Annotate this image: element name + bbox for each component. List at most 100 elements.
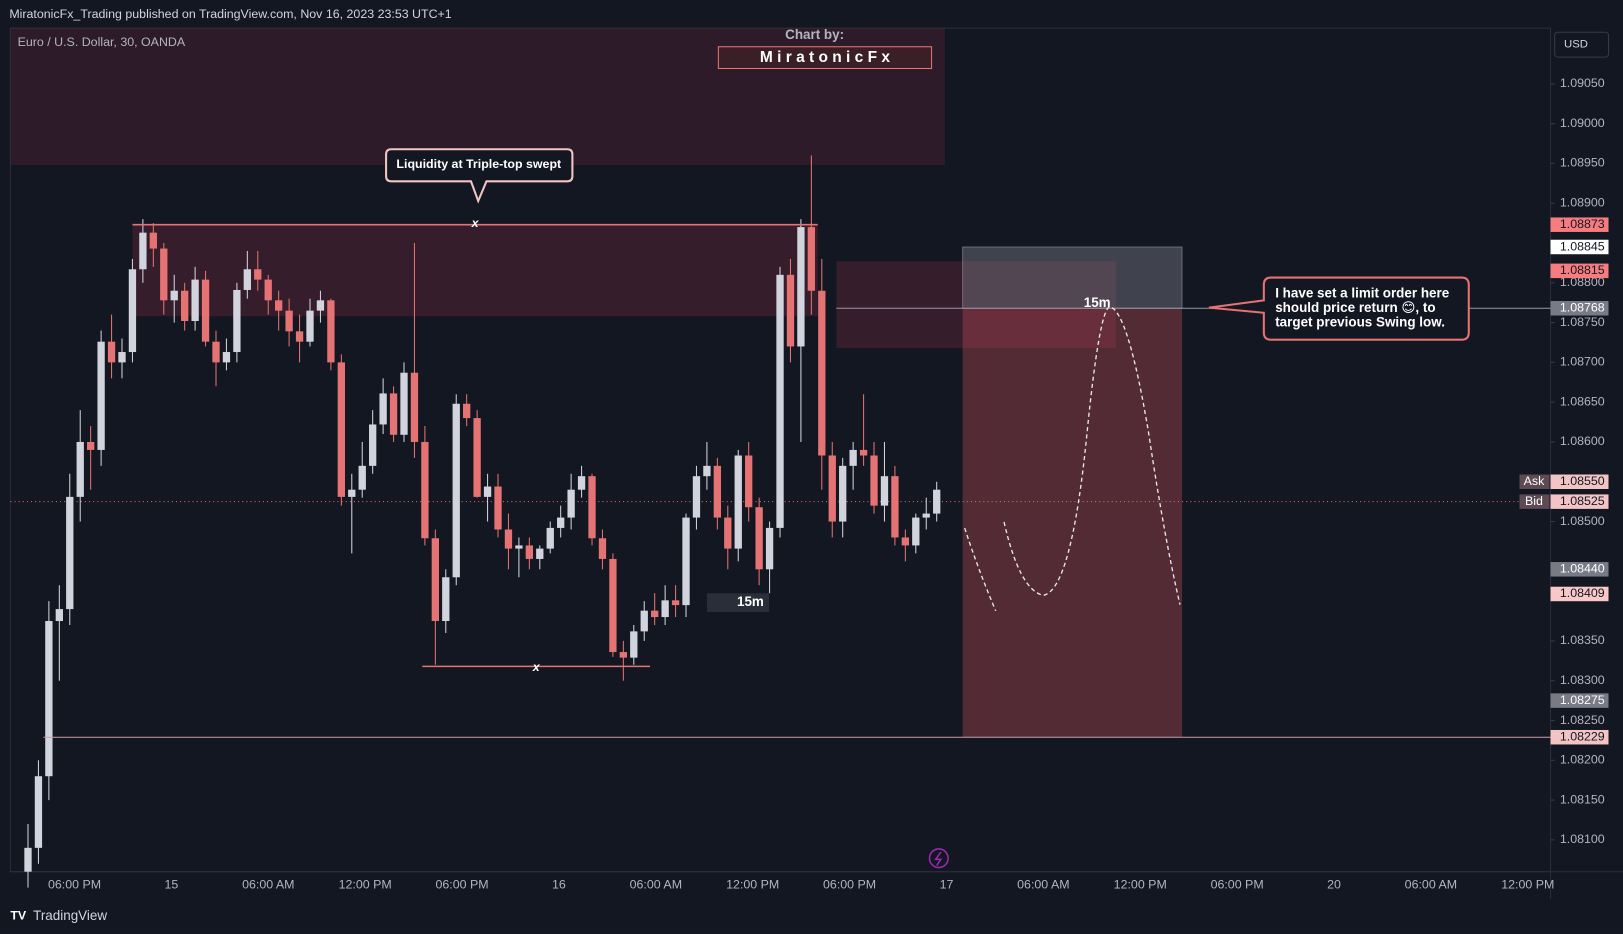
candle-body: [254, 269, 262, 280]
credit-box: [717, 46, 933, 70]
candle-body: [201, 279, 210, 342]
y-tick-label: 1.08700: [1560, 355, 1605, 369]
candle-body: [400, 372, 408, 435]
price-tag: Ask: [1524, 474, 1545, 488]
candle-body: [755, 507, 763, 570]
candle-body: [212, 341, 220, 363]
candle-body: [807, 227, 816, 291]
candle-body: [295, 331, 304, 342]
x-tick-label: 06:00 PM: [1211, 877, 1264, 891]
candle-body: [536, 548, 544, 559]
x-tick-label: 15: [165, 877, 179, 891]
candle-body: [912, 517, 920, 546]
x-tick-label: 12:00 PM: [726, 877, 779, 891]
candle-body: [285, 310, 293, 332]
marker-15m: 15m: [1084, 295, 1111, 310]
y-tick-label: 1.08250: [1560, 713, 1605, 727]
candle-body: [181, 290, 189, 321]
y-tick-label: 1.08350: [1560, 633, 1605, 647]
candle-body: [859, 449, 868, 456]
x-tick-label: 06:00 PM: [48, 877, 101, 891]
candle-body: [546, 527, 554, 549]
y-tick-label: 1.08900: [1560, 195, 1605, 209]
candle-body: [703, 465, 711, 477]
candle-body: [745, 455, 753, 508]
candle-body: [369, 424, 377, 466]
candle-body: [233, 289, 241, 353]
candle-body: [139, 232, 147, 270]
candle-body: [692, 476, 701, 518]
candle-body: [421, 441, 429, 539]
x-tick-label: 06:00 AM: [630, 877, 682, 891]
candle-body: [128, 269, 137, 353]
candle-body: [410, 372, 419, 442]
callout-top-box: [385, 148, 574, 204]
credit-label: Chart by:: [785, 27, 844, 42]
price-label: 1.08768: [1560, 301, 1605, 315]
candle-body: [682, 517, 690, 606]
currency[interactable]: USD: [1564, 39, 1588, 51]
price-label-box: [1550, 494, 1609, 509]
event-icon-bolt: [934, 851, 943, 866]
candles: [24, 155, 941, 888]
x-tick-label: 06:00 PM: [823, 877, 876, 891]
x-tick-label: 06:00 AM: [1017, 877, 1069, 891]
y-tick-label: 1.09000: [1560, 116, 1605, 130]
candle-body: [118, 352, 126, 363]
candle-body: [619, 652, 628, 658]
price-label-box: [1550, 217, 1609, 232]
candle-body: [275, 300, 283, 311]
candle-body: [630, 631, 638, 658]
candle-body: [640, 610, 648, 632]
candle-body: [786, 274, 795, 347]
y-tick-label: 1.08150: [1560, 792, 1605, 806]
projected-path: [964, 305, 1181, 612]
candle-body: [76, 441, 84, 497]
credit-name: M i r a t o n i c F x: [760, 49, 891, 66]
candle-body: [452, 403, 460, 578]
candle-body: [348, 489, 356, 497]
price-label-box: [1550, 586, 1609, 602]
price-label: 1.08873: [1560, 217, 1605, 231]
callout-note-line: I have set a limit order here: [1275, 286, 1450, 301]
candle-body: [839, 465, 847, 522]
candle-body: [525, 545, 534, 559]
price-label-box: [1550, 301, 1609, 316]
candle-body: [45, 621, 53, 777]
price-label-box: [1550, 263, 1609, 279]
candle-body: [891, 476, 899, 538]
candle-body: [797, 227, 805, 347]
candle-body: [431, 538, 439, 622]
candle-body: [661, 600, 669, 618]
price-tag: Bid: [1525, 494, 1543, 508]
candle-body: [880, 476, 889, 506]
x-tick-label: 06:00 AM: [1405, 877, 1457, 891]
candle-body: [170, 290, 178, 301]
candle-body: [713, 465, 722, 518]
zone: [836, 261, 1116, 349]
price-label-box: [1550, 693, 1609, 708]
price-label: 1.08845: [1560, 239, 1605, 253]
candle-body: [107, 341, 116, 363]
candle-body: [849, 449, 857, 466]
callout-top: Liquidity at Triple-top swept: [396, 157, 561, 171]
candle-body: [358, 465, 366, 490]
marker-x: x: [532, 660, 541, 674]
event-icon[interactable]: [928, 848, 949, 869]
candle-body: [483, 486, 492, 497]
price-label: 1.08440: [1560, 562, 1605, 576]
candle-body: [327, 300, 335, 363]
symbol: Euro / U.S. Dollar, 30, OANDA: [18, 35, 186, 49]
price-label: 1.08275: [1560, 693, 1605, 707]
candle-body: [567, 489, 575, 518]
marker-15m: 15m: [737, 594, 764, 609]
price-tag-box: [1519, 474, 1550, 490]
currency-button[interactable]: [1554, 31, 1610, 58]
candle-body: [557, 517, 565, 528]
footer: [0, 898, 1623, 934]
candle-body: [901, 537, 910, 546]
candle-body: [55, 609, 63, 622]
callout-note-line: should price return 😊, to: [1275, 300, 1435, 315]
candle-body: [379, 393, 387, 425]
candle-body: [191, 279, 199, 321]
